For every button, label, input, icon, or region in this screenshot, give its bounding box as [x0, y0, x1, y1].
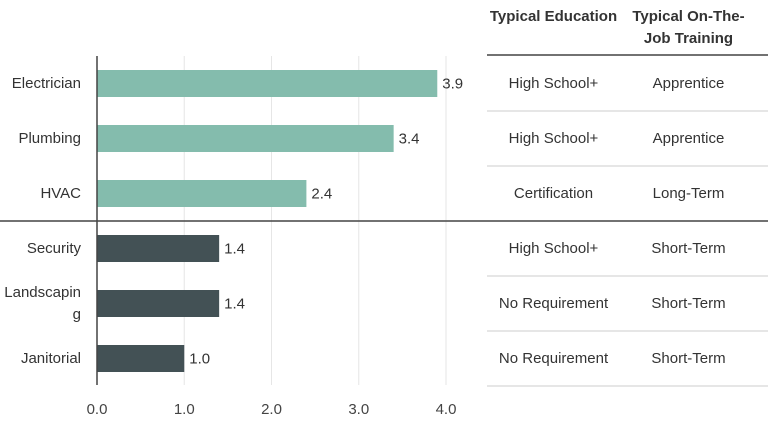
training-cell: Short-Term — [651, 349, 726, 367]
bar-landscaping — [97, 290, 220, 317]
bar-electrician — [97, 70, 438, 97]
header-typical-education: Typical Education — [489, 8, 618, 25]
category-label: Security — [26, 239, 81, 257]
category-label: Plumbing — [18, 129, 81, 147]
category-label: Landscaping — [4, 283, 81, 323]
training-cell: Apprentice — [652, 129, 725, 147]
x-tick-label: 1.0 — [174, 401, 195, 418]
education-cell: High School+ — [508, 239, 599, 257]
bar-security — [97, 235, 220, 262]
education-cell: High School+ — [508, 129, 599, 147]
education-cell: No Requirement — [498, 349, 609, 367]
header-typical-training: Typical On-The-Job Training — [632, 8, 745, 47]
value-label: 3.4 — [399, 131, 420, 148]
category-label: HVAC — [40, 184, 81, 202]
value-label: 3.9 — [442, 76, 463, 93]
bar-janitorial — [97, 345, 185, 372]
x-tick-label: 0.0 — [87, 401, 108, 418]
education-cell: High School+ — [508, 74, 599, 92]
bar-hvac — [97, 180, 307, 207]
x-tick-label: 3.0 — [348, 401, 369, 418]
training-cell: Long-Term — [652, 184, 725, 202]
x-tick-label: 4.0 — [436, 401, 457, 418]
bar-plumbing — [97, 125, 394, 152]
value-label: 1.4 — [224, 296, 245, 313]
education-cell: No Requirement — [498, 294, 609, 312]
training-cell: Short-Term — [651, 294, 726, 312]
value-label: 1.4 — [224, 241, 245, 258]
value-label: 1.0 — [189, 351, 210, 368]
training-cell: Apprentice — [652, 74, 725, 92]
education-cell: Certification — [513, 184, 594, 202]
training-cell: Short-Term — [651, 239, 726, 257]
category-label: Electrician — [11, 74, 81, 92]
category-label: Janitorial — [20, 349, 81, 367]
value-label: 2.4 — [311, 186, 332, 203]
x-tick-label: 2.0 — [261, 401, 282, 418]
